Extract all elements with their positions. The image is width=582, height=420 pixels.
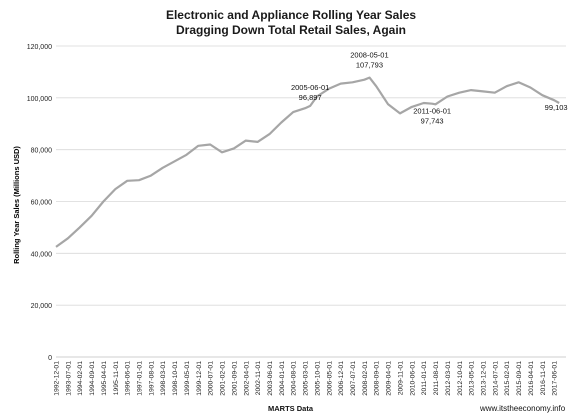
y-tick-label: 60,000 bbox=[31, 200, 53, 207]
x-tick-label: 2008-09-01 bbox=[374, 361, 381, 396]
y-axis-label: Rolling Year Sales (Millions USD) bbox=[12, 146, 21, 264]
x-tick-label: 2017-06-01 bbox=[552, 361, 559, 396]
y-tick-label: 80,000 bbox=[31, 148, 53, 155]
x-tick-label: 2009-11-01 bbox=[397, 361, 404, 395]
x-tick-label: 2011-01-01 bbox=[421, 361, 428, 395]
x-tick-label: 2012-03-01 bbox=[445, 361, 452, 396]
x-tick-label: 1996-06-01 bbox=[125, 361, 132, 396]
annotation-date: 2008-05-01 bbox=[350, 51, 388, 60]
y-tick-label: 20,000 bbox=[31, 303, 53, 310]
annotation-date: 2011-06-01 bbox=[413, 107, 451, 116]
x-tick-label: 1994-09-01 bbox=[89, 361, 96, 396]
x-tick-label: 2010-06-01 bbox=[409, 361, 416, 396]
x-tick-label: 2013-12-01 bbox=[480, 361, 487, 396]
annotation-date: 2005-06-01 bbox=[291, 83, 329, 92]
x-tick-label: 2006-05-01 bbox=[326, 361, 333, 396]
x-tick-label: 2011-08-01 bbox=[433, 361, 440, 395]
x-tick-label: 2002-11-01 bbox=[255, 361, 262, 395]
x-axis: 1992-12-01 1993-07-01 1994-02-01 1994-09-01… bbox=[54, 361, 559, 396]
x-tick-label: 2007-07-01 bbox=[350, 361, 357, 396]
x-tick-label: 1993-07-01 bbox=[65, 361, 72, 396]
annotation-value: 97,743 bbox=[421, 117, 444, 126]
source-credit: www.itstheeconomy.info bbox=[480, 404, 566, 413]
x-tick-label: 2001-09-01 bbox=[231, 361, 238, 396]
x-tick-label: 1998-10-01 bbox=[172, 361, 179, 396]
x-tick-label: 1992-12-01 bbox=[54, 361, 61, 396]
x-tick-label: 2003-06-01 bbox=[267, 361, 274, 396]
x-axis-label: MARTS Data bbox=[268, 404, 314, 413]
x-tick-label: 2014-07-01 bbox=[492, 361, 499, 396]
x-tick-label: 2005-10-01 bbox=[314, 361, 321, 396]
x-tick-label: 2013-05-01 bbox=[469, 361, 476, 396]
x-tick-label: 2004-01-01 bbox=[279, 361, 286, 396]
x-tick-label: 2005-03-01 bbox=[303, 361, 310, 396]
x-tick-label: 2016-11-01 bbox=[540, 361, 547, 395]
x-tick-label: 2015-02-01 bbox=[504, 361, 511, 396]
series-group bbox=[55, 76, 560, 248]
chart-title-line2: Dragging Down Total Retail Sales, Again bbox=[175, 23, 407, 37]
annotation-value: 99,103 bbox=[545, 103, 568, 112]
y-tick-label: 100,000 bbox=[27, 96, 52, 103]
chart-title: Electronic and Appliance Rolling Year Sa… bbox=[0, 8, 582, 38]
x-tick-label: 1994-02-01 bbox=[77, 361, 84, 396]
x-tick-label: 1998-03-01 bbox=[160, 361, 167, 396]
x-tick-label: 1995-11-01 bbox=[113, 361, 120, 395]
annotation-value: 107,793 bbox=[356, 61, 383, 70]
annotation-value: 96,897 bbox=[299, 93, 322, 102]
x-tick-label: 1999-12-01 bbox=[196, 361, 203, 396]
x-tick-label: 2015-09-01 bbox=[516, 361, 523, 396]
x-tick-label: 1995-04-01 bbox=[101, 361, 108, 396]
x-tick-label: 2012-10-01 bbox=[457, 361, 464, 396]
y-axis: 0 20,000 40,000 60,000 80,000 100,000 120,000 bbox=[27, 44, 52, 362]
x-tick-label: 2001-02-01 bbox=[220, 361, 227, 396]
x-tick-label: 2000-07-01 bbox=[208, 361, 215, 396]
y-tick-label: 40,000 bbox=[31, 251, 53, 258]
x-tick-label: 2016-04-01 bbox=[528, 361, 535, 396]
x-tick-label: 2006-12-01 bbox=[338, 361, 345, 396]
x-tick-label: 2008-02-01 bbox=[362, 361, 369, 396]
x-tick-label: 1997-08-01 bbox=[148, 361, 155, 396]
y-tick-label: 0 bbox=[48, 355, 52, 362]
series-line bbox=[55, 76, 560, 248]
gridlines bbox=[56, 45, 566, 358]
x-tick-label: 1999-05-01 bbox=[184, 361, 191, 396]
y-tick-label: 120,000 bbox=[27, 44, 52, 51]
x-tick-label: 2009-04-01 bbox=[386, 361, 393, 396]
x-tick-label: 2004-08-01 bbox=[291, 361, 298, 396]
x-tick-label: 2002-04-01 bbox=[243, 361, 250, 396]
x-tick-label: 1997-01-01 bbox=[137, 361, 144, 396]
chart-title-line1: Electronic and Appliance Rolling Year Sa… bbox=[165, 8, 417, 22]
